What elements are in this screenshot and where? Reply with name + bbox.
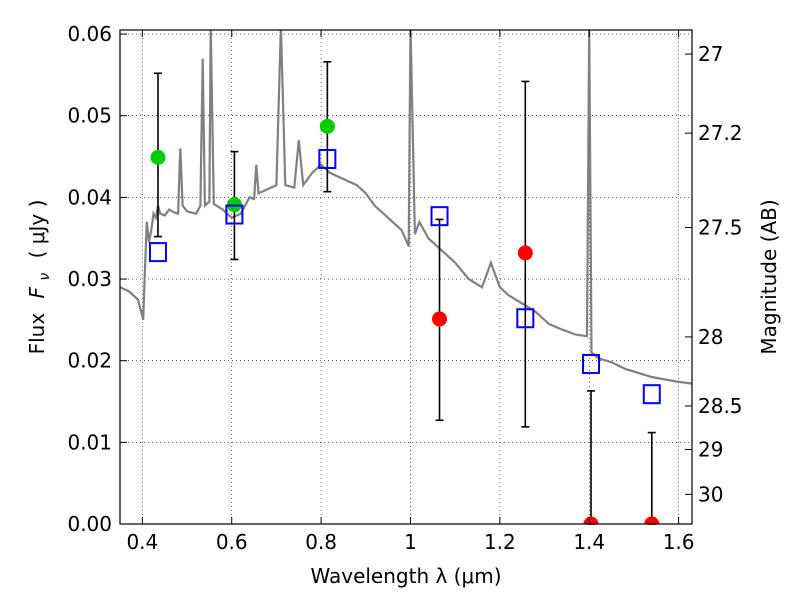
flux-point xyxy=(432,311,448,327)
model-sed-layer xyxy=(120,30,692,385)
model-flux-square xyxy=(148,242,167,263)
y2-tick-label: 30 xyxy=(698,482,723,506)
model-flux-square xyxy=(430,206,449,227)
y-axis-label-subscript: ν xyxy=(37,273,53,281)
error-bars-layer xyxy=(153,61,656,525)
x-tick-label: 0.4 xyxy=(126,530,158,554)
y-tick-label: 0.06 xyxy=(67,22,112,46)
y-axis-label: Flux F ν ( μJy ) xyxy=(25,200,54,355)
x-tick-label: 0.6 xyxy=(216,530,248,554)
y-axis-label-prefix: Flux xyxy=(25,313,49,355)
x-tick-label: 0.8 xyxy=(305,530,337,554)
x-tick-label: 1.2 xyxy=(484,530,516,554)
y2-tick-label: 29 xyxy=(698,438,723,462)
model-flux-square xyxy=(642,384,661,405)
y-tick-label: 0.03 xyxy=(67,267,112,291)
flux-point xyxy=(517,245,533,261)
y-axis-label-symbol: F xyxy=(25,286,49,298)
model-flux-square xyxy=(516,308,535,329)
axis-ticks xyxy=(120,30,692,525)
model-flux-square xyxy=(225,204,244,225)
model-flux-square xyxy=(318,149,337,170)
y-tick-label: 0.02 xyxy=(67,349,112,373)
y-tick-label: 0.04 xyxy=(67,185,112,209)
y2-tick-label: 28.5 xyxy=(698,394,743,418)
flux-point xyxy=(583,516,599,524)
plot-frame xyxy=(119,29,693,525)
y-tick-labels: 0.00 0.01 0.02 0.03 0.04 0.05 0.06 xyxy=(67,22,112,536)
y-tick-label: 0.01 xyxy=(67,430,112,454)
flux-point xyxy=(150,149,166,165)
model-sed-line xyxy=(120,30,692,385)
grid-lines xyxy=(120,30,692,525)
y-tick-label: 0.05 xyxy=(67,104,112,128)
y2-axis-label: Magnitude (AB) xyxy=(757,199,781,354)
y2-tick-label: 27 xyxy=(698,42,723,66)
y-tick-label: 0.00 xyxy=(67,512,112,536)
y2-tick-labels: 27 27.2 27.5 28 28.5 29 30 xyxy=(698,42,743,506)
x-tick-label: 1.4 xyxy=(573,530,605,554)
y-axis-label-units: ( μJy ) xyxy=(25,200,49,259)
x-tick-label: 1.6 xyxy=(663,530,695,554)
x-axis-label: Wavelength λ (μm) xyxy=(310,564,501,588)
y2-tick-label: 27.5 xyxy=(698,216,743,240)
flux-point xyxy=(644,516,660,524)
model-flux-square xyxy=(582,353,601,374)
y2-tick-label: 28 xyxy=(698,325,723,349)
data-points-layer xyxy=(148,118,661,524)
x-tick-label: 1 xyxy=(404,530,417,554)
flux-point xyxy=(319,118,335,134)
x-tick-labels: 0.4 0.6 0.8 1 1.2 1.4 1.6 xyxy=(126,530,694,554)
y2-tick-label: 27.2 xyxy=(698,121,743,145)
